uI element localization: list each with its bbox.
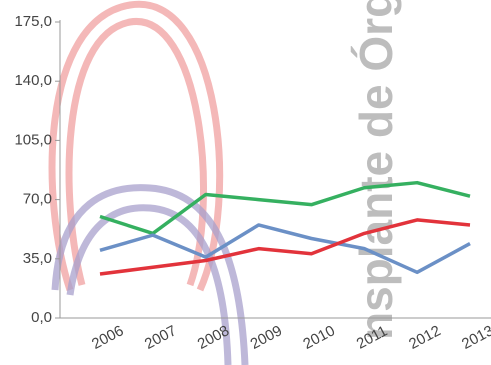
y-tick-label: 175,0 [14, 13, 52, 30]
x-tick-label: 2012 [406, 322, 443, 353]
series-line [99, 180, 471, 236]
watermark: nsplante de Órgão [350, 0, 402, 340]
y-tick-label: 35,0 [23, 250, 52, 267]
series-line [99, 218, 471, 276]
series-line [99, 223, 471, 275]
x-tick-label: 2007 [142, 322, 179, 353]
x-tick-label: 2010 [300, 322, 337, 353]
y-tick-label: 70,0 [23, 191, 52, 208]
x-tick-label: 2009 [248, 322, 285, 353]
x-tick-label: 2013 [459, 322, 491, 353]
decoration [48, 0, 249, 365]
x-tick-label: 2006 [89, 322, 126, 353]
y-tick-label: 105,0 [14, 131, 52, 148]
y-tick-label: 140,0 [14, 72, 52, 89]
y-tick-label: 0,0 [31, 309, 52, 326]
